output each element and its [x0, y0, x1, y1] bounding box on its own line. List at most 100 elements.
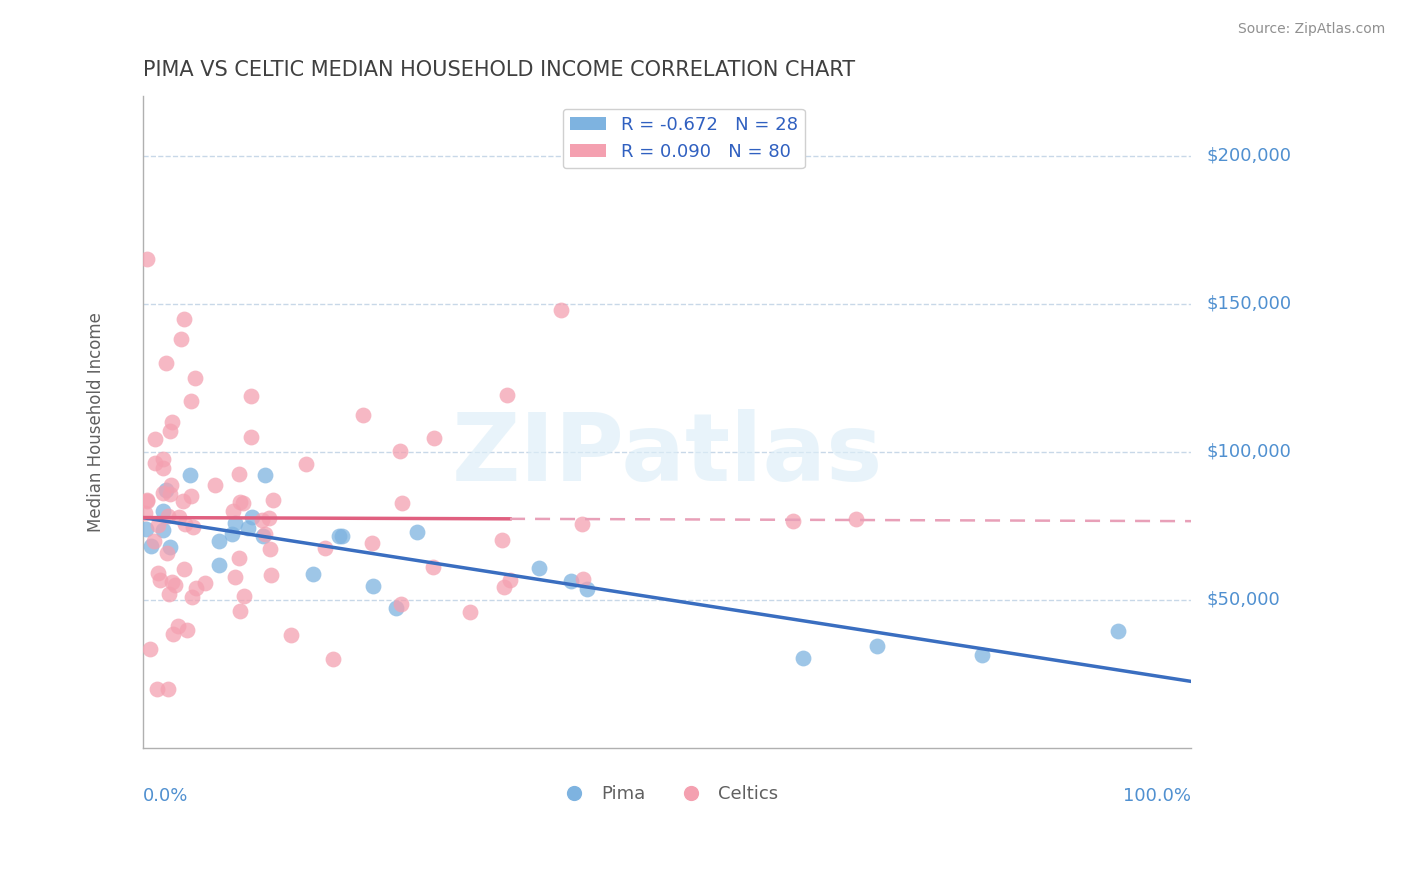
Point: [157, 509, 180, 524]
Point: [458, 605, 481, 619]
Point: [232, 495, 254, 509]
Point: [172, 494, 194, 508]
Point: [146, 681, 169, 696]
Point: [550, 303, 572, 318]
Point: [229, 495, 252, 509]
Point: [295, 458, 318, 472]
Point: [866, 640, 889, 654]
Point: [179, 468, 201, 483]
Point: [152, 486, 174, 500]
Point: [560, 574, 582, 588]
Point: [792, 650, 814, 665]
Point: [174, 517, 197, 532]
Point: [143, 534, 166, 549]
Point: [222, 504, 245, 518]
Text: $50,000: $50,000: [1206, 591, 1281, 609]
Point: [361, 579, 384, 593]
Point: [240, 509, 263, 524]
Point: [491, 533, 513, 547]
Point: [228, 551, 250, 566]
Point: [152, 452, 174, 467]
Point: [405, 524, 427, 539]
Point: [229, 604, 252, 618]
Point: [845, 511, 868, 525]
Point: [314, 541, 336, 556]
Point: [236, 521, 259, 535]
Point: [571, 517, 593, 532]
Point: [782, 514, 804, 528]
Point: [499, 574, 522, 588]
Point: [155, 483, 177, 498]
Point: [239, 389, 262, 403]
Point: [422, 560, 444, 574]
Text: Source: ZipAtlas.com: Source: ZipAtlas.com: [1237, 22, 1385, 37]
Point: [149, 573, 172, 587]
Point: [139, 539, 162, 553]
Point: [146, 518, 169, 533]
Point: [159, 540, 181, 554]
Point: [259, 542, 281, 557]
Point: [389, 597, 412, 611]
Legend: Pima, Celtics: Pima, Celtics: [550, 778, 786, 811]
Point: [253, 526, 276, 541]
Point: [135, 522, 157, 536]
Point: [572, 572, 595, 586]
Point: [152, 523, 174, 537]
Point: [352, 408, 374, 422]
Point: [163, 577, 186, 591]
Point: [181, 520, 204, 534]
Point: [224, 516, 246, 531]
Point: [221, 526, 243, 541]
Point: [181, 590, 204, 604]
Point: [384, 601, 406, 615]
Point: [280, 628, 302, 642]
Point: [139, 641, 162, 656]
Point: [148, 566, 170, 580]
Point: [173, 562, 195, 576]
Point: [159, 424, 181, 438]
Point: [252, 529, 274, 543]
Point: [157, 587, 180, 601]
Point: [232, 589, 254, 603]
Point: [183, 371, 205, 385]
Point: [257, 511, 280, 525]
Point: [260, 568, 283, 582]
Text: Median Household Income: Median Household Income: [87, 312, 105, 533]
Point: [152, 460, 174, 475]
Point: [155, 356, 177, 370]
Point: [160, 574, 183, 589]
Text: PIMA VS CELTIC MEDIAN HOUSEHOLD INCOME CORRELATION CHART: PIMA VS CELTIC MEDIAN HOUSEHOLD INCOME C…: [143, 60, 855, 79]
Point: [136, 492, 159, 507]
Point: [496, 388, 519, 402]
Point: [1107, 624, 1129, 639]
Point: [208, 533, 231, 548]
Point: [143, 433, 166, 447]
Point: [134, 506, 156, 520]
Point: [135, 494, 157, 508]
Point: [361, 536, 384, 550]
Point: [391, 496, 413, 510]
Point: [250, 513, 273, 527]
Point: [173, 311, 195, 326]
Point: [194, 576, 217, 591]
Text: ZIPatlas: ZIPatlas: [451, 409, 883, 500]
Text: 100.0%: 100.0%: [1123, 787, 1191, 805]
Point: [204, 477, 226, 491]
Point: [162, 627, 184, 641]
Point: [180, 393, 202, 408]
Point: [136, 252, 159, 267]
Point: [322, 651, 344, 665]
Point: [224, 570, 246, 584]
Point: [529, 560, 551, 574]
Point: [156, 546, 179, 560]
Point: [388, 444, 411, 458]
Point: [156, 681, 179, 696]
Text: $150,000: $150,000: [1206, 294, 1292, 313]
Point: [180, 489, 202, 503]
Point: [167, 618, 190, 632]
Point: [970, 648, 993, 662]
Text: 0.0%: 0.0%: [143, 787, 188, 805]
Point: [167, 510, 190, 524]
Point: [302, 566, 325, 581]
Point: [145, 456, 167, 470]
